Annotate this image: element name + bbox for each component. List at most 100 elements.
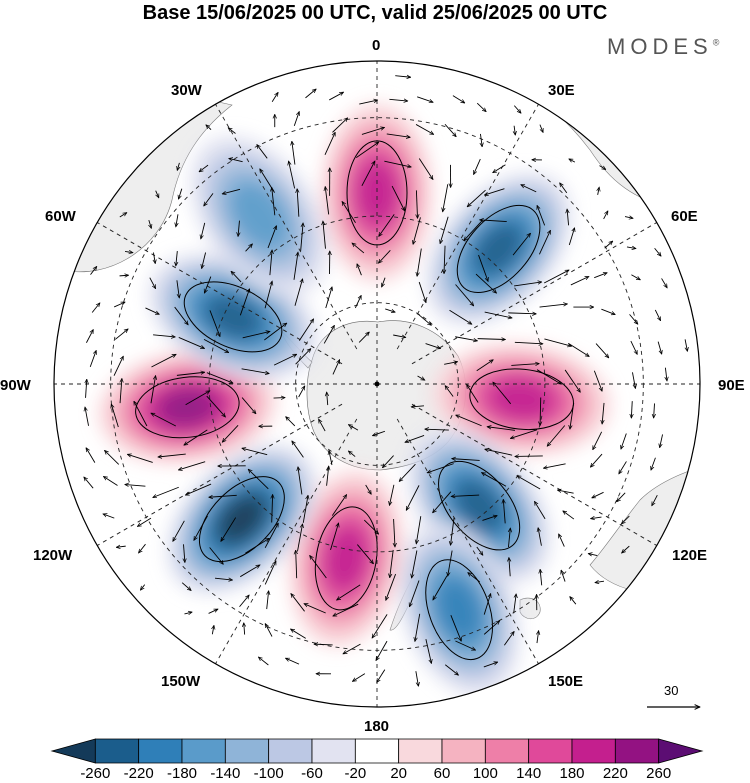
anomaly-shade bbox=[488, 377, 555, 422]
wind-vector bbox=[452, 95, 465, 103]
wind-vector bbox=[464, 219, 484, 241]
wind-vector bbox=[603, 211, 608, 220]
wind-vector bbox=[443, 184, 449, 212]
wind-vector bbox=[444, 362, 457, 365]
wind-vector bbox=[543, 463, 566, 468]
wind-vector bbox=[415, 613, 421, 642]
wind-vector bbox=[629, 314, 638, 324]
wind-vector bbox=[433, 575, 448, 600]
wind-vector bbox=[291, 629, 306, 639]
graticule-layer bbox=[54, 61, 700, 707]
wind-vector bbox=[265, 624, 273, 637]
wind-vector bbox=[569, 159, 576, 162]
wind-vector bbox=[264, 561, 277, 585]
wind-vector bbox=[103, 514, 115, 519]
wind-vector bbox=[326, 466, 329, 486]
wind-vector bbox=[484, 188, 505, 195]
anomaly-shade bbox=[218, 496, 265, 543]
wind-vector bbox=[455, 284, 474, 305]
wind-vector bbox=[325, 187, 330, 215]
wind-vector bbox=[415, 671, 419, 686]
wind-vector bbox=[476, 546, 483, 555]
wind-vector bbox=[264, 323, 286, 341]
wind-vector bbox=[626, 247, 636, 249]
wind-vector bbox=[291, 594, 305, 612]
wind-vector bbox=[665, 367, 667, 381]
wind-vector bbox=[444, 123, 456, 136]
wind-vector bbox=[333, 603, 359, 617]
wind-vector bbox=[221, 517, 237, 542]
wind-vector bbox=[385, 308, 395, 312]
wind-vector bbox=[264, 281, 272, 309]
wind-vector bbox=[543, 270, 569, 284]
wind-vector bbox=[517, 476, 541, 490]
wind-vector bbox=[515, 456, 543, 457]
wind-vector bbox=[384, 160, 411, 167]
wind-vector bbox=[567, 209, 569, 226]
wind-vector-layer bbox=[84, 76, 688, 687]
wind-vector bbox=[508, 313, 536, 314]
wind-vector bbox=[372, 614, 388, 638]
wind-vector bbox=[137, 517, 152, 526]
wind-vector bbox=[456, 415, 482, 427]
wind-vector bbox=[298, 319, 313, 341]
anomaly-shade bbox=[158, 387, 217, 428]
lon-label-90e: 90E bbox=[718, 377, 745, 394]
wind-vector bbox=[482, 516, 497, 521]
wind-vector bbox=[399, 463, 416, 481]
wind-vector bbox=[348, 451, 356, 457]
wind-vector bbox=[359, 100, 377, 105]
lon-label-120w: 120W bbox=[33, 547, 73, 564]
wind-vector bbox=[286, 417, 296, 427]
wind-vector bbox=[406, 485, 420, 510]
meridian-line bbox=[97, 222, 343, 365]
wind-vector bbox=[84, 477, 94, 489]
wind-vector bbox=[272, 495, 273, 523]
wind-vector bbox=[361, 127, 385, 135]
anomaly-shade bbox=[474, 223, 524, 275]
wind-vector bbox=[302, 495, 308, 523]
wind-vector bbox=[508, 528, 510, 548]
wind-vector bbox=[512, 233, 530, 256]
wind-vector bbox=[86, 379, 87, 398]
anomaly-shade bbox=[355, 160, 399, 226]
colorbar-tick-label: -260 bbox=[80, 765, 111, 782]
wind-vector bbox=[558, 534, 565, 547]
wind-vector bbox=[294, 279, 303, 306]
wind-vector bbox=[685, 339, 687, 351]
wind-vector bbox=[417, 248, 422, 277]
wind-vector bbox=[654, 309, 661, 321]
wind-vector bbox=[560, 183, 568, 194]
wind-vector bbox=[293, 252, 298, 280]
wind-vector bbox=[113, 356, 124, 376]
wind-vector bbox=[594, 273, 607, 279]
wind-vector bbox=[271, 92, 278, 103]
wind-vector bbox=[332, 360, 341, 375]
wind-vector bbox=[382, 277, 386, 287]
wind-vector bbox=[411, 406, 424, 407]
anomaly-contour bbox=[198, 476, 285, 563]
wind-vector bbox=[267, 226, 276, 249]
wind-vector bbox=[483, 621, 500, 635]
wind-vector bbox=[248, 469, 269, 490]
wind-vector bbox=[379, 214, 395, 236]
wind-vector bbox=[155, 190, 160, 198]
wind-vector bbox=[151, 413, 176, 427]
anomaly-contour bbox=[456, 204, 541, 294]
wind-vector bbox=[417, 375, 425, 380]
wind-vector bbox=[534, 501, 546, 520]
wind-vector bbox=[451, 495, 480, 496]
wind-vector bbox=[323, 221, 326, 249]
lon-label-180: 180 bbox=[364, 718, 390, 735]
wind-vector bbox=[482, 473, 507, 487]
wind-vector bbox=[544, 338, 571, 346]
colorbar-tick-label: -20 bbox=[344, 765, 367, 782]
colorbar-tick-label: 20 bbox=[390, 765, 407, 782]
wind-vector bbox=[654, 247, 661, 256]
wind-vector bbox=[630, 340, 638, 354]
wind-vector bbox=[85, 407, 89, 426]
wind-vector bbox=[293, 112, 299, 127]
wind-vector bbox=[417, 96, 433, 102]
wind-vector bbox=[487, 427, 515, 431]
